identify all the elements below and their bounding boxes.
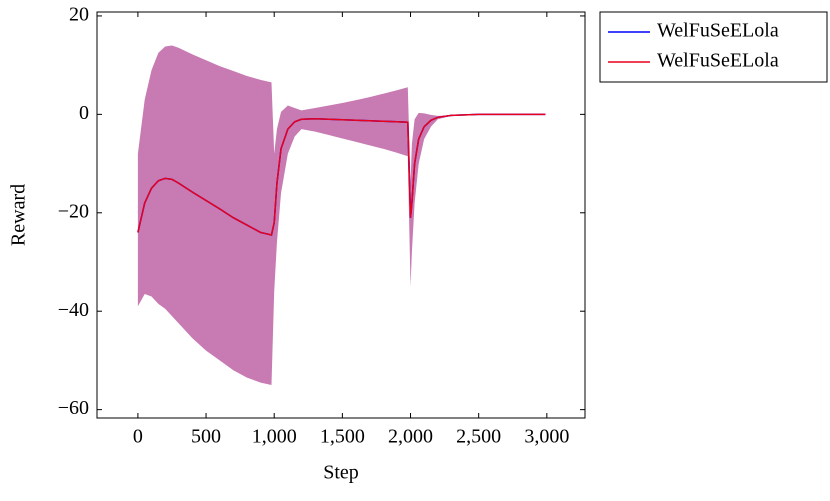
x-tick-label: 1,000 [252,426,297,448]
y-tick-label: −60 [58,397,89,419]
line [137,113,546,236]
x-axis-label: Step [323,462,359,484]
legend-label: WelFuSeELola [657,50,779,72]
confidence-band [137,45,546,386]
x-tick-label: 2,000 [388,426,433,448]
y-tick-label: 20 [69,4,89,26]
x-tick-label: 500 [191,426,221,448]
x-tick-label: 1,500 [320,426,365,448]
legend-label: WelFuSeELola [657,20,779,42]
x-tick-label: 3,000 [524,426,569,448]
y-tick-label: −40 [58,299,89,321]
y-axis-label: Reward [8,184,30,246]
x-tick-label: 0 [133,426,143,448]
x-tick-label: 2,500 [456,426,501,448]
y-tick-label: −20 [58,200,89,222]
plot-frame [96,11,586,419]
legend-box [599,11,828,83]
y-tick-label: 0 [79,102,89,124]
